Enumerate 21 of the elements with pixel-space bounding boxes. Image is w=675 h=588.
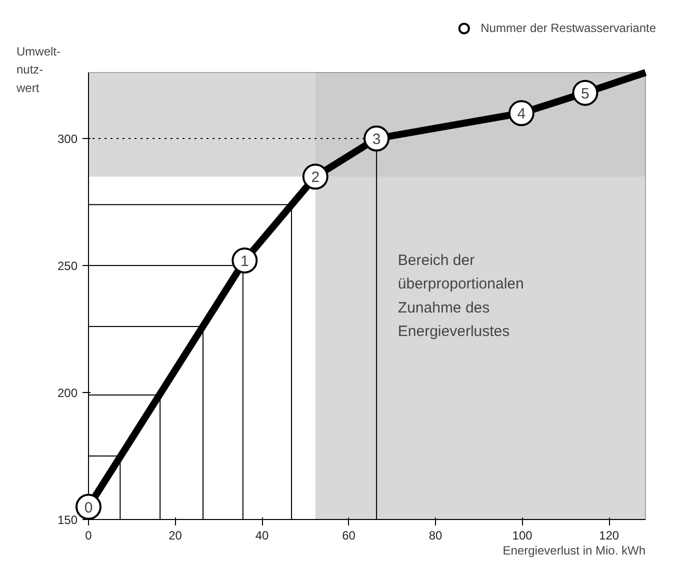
x-tick-label: 20: [168, 528, 182, 542]
annotation: 1: [240, 252, 249, 270]
x-tick-label: 100: [512, 528, 533, 542]
x-tick-label: 120: [599, 528, 620, 542]
annotation: 4: [517, 106, 526, 123]
annotation: 0: [84, 499, 93, 516]
y-tick-label: 250: [57, 259, 78, 274]
annotation: 2: [311, 169, 320, 186]
y-axis-title: Umwelt- nutz- wert: [16, 44, 60, 95]
x-tick-label: 0: [85, 528, 92, 542]
x-tick-label: 40: [255, 528, 270, 542]
band-label: Bereich der überproportionalen Zunahme des Energieverlustes: [398, 252, 524, 340]
legend-label: Nummer der Restwasservariante: [480, 21, 656, 35]
x-axis-title: Energieverlust in Mio. kWh: [502, 544, 646, 558]
y-tick-label: 300: [57, 132, 78, 146]
y-tick-label: 200: [57, 386, 78, 400]
annotation: 3: [372, 131, 381, 148]
x-tick-label: 80: [428, 528, 443, 542]
y-tick-label: 150: [57, 513, 78, 527]
annotation: 5: [581, 85, 590, 102]
x-tick-label: 60: [342, 528, 356, 542]
